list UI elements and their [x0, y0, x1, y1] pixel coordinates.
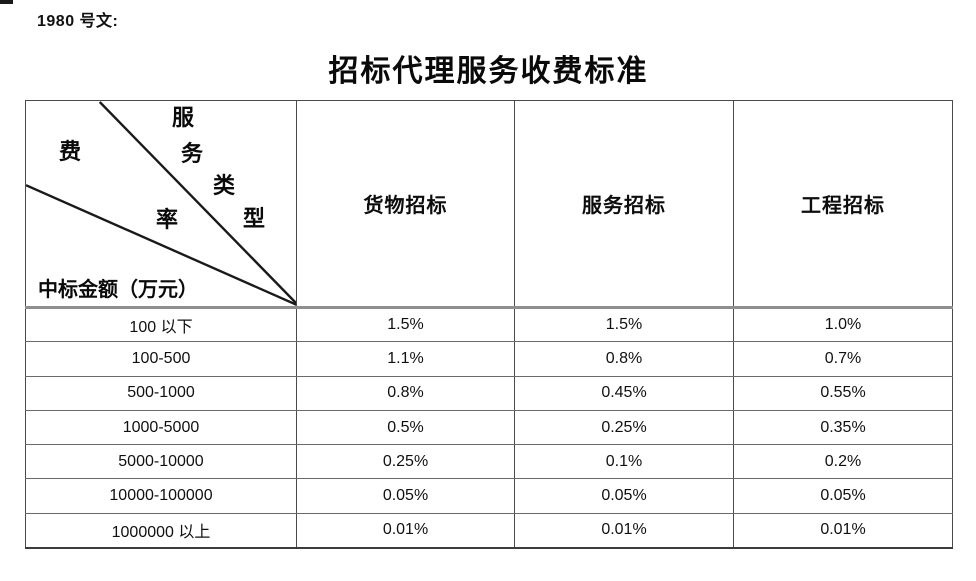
corner-label-bid-amount: 中标金额（万元） [38, 279, 198, 301]
rate-cell: 0.05% [733, 478, 953, 514]
rate-cell: 0.01% [514, 512, 734, 549]
rate-cell: 0.35% [733, 409, 953, 446]
table-header-row: 服 费 务 类 率 型 中标金额（万元） 货物招标 服务招标 工程招标 [25, 100, 953, 309]
rate-cell: 1.5% [514, 306, 734, 343]
rate-cell: 0.01% [296, 512, 515, 549]
rate-cell: 0.7% [733, 341, 953, 377]
corner-label-service-type-char: 类 [213, 173, 236, 198]
column-header-services: 服务招标 [514, 100, 734, 309]
table-row: 1000000 以上 0.01% 0.01% 0.01% [25, 512, 953, 549]
rate-cell: 1.5% [296, 306, 515, 343]
diagonal-corner-cell: 服 费 务 类 率 型 中标金额（万元） [25, 100, 297, 309]
table-row: 5000-10000 0.25% 0.1% 0.2% [25, 444, 953, 480]
rate-cell: 0.8% [514, 341, 734, 377]
rate-cell: 0.2% [733, 444, 953, 480]
rate-cell: 0.55% [733, 375, 953, 411]
column-header-engineering: 工程招标 [733, 100, 953, 309]
amount-range-cell: 100-500 [25, 341, 297, 377]
table-row: 100-500 1.1% 0.8% 0.7% [25, 341, 953, 377]
amount-range-cell: 500-1000 [25, 375, 297, 411]
rate-cell: 0.25% [514, 409, 734, 446]
corner-label-service-type-char: 服 [172, 105, 195, 130]
table-row: 1000-5000 0.5% 0.25% 0.35% [25, 409, 953, 446]
rate-cell: 1.0% [733, 306, 953, 343]
document-reference-number: 1980 号文: [37, 13, 119, 30]
rate-cell: 1.1% [296, 341, 515, 377]
corner-label-service-type-char: 型 [243, 206, 266, 231]
table-row: 10000-100000 0.05% 0.05% 0.05% [25, 478, 953, 514]
amount-range-cell: 5000-10000 [25, 444, 297, 480]
rate-cell: 0.05% [514, 478, 734, 514]
corner-label-fee-rate-char: 率 [156, 207, 179, 232]
amount-range-cell: 100 以下 [25, 306, 297, 343]
column-header-goods: 货物招标 [296, 100, 515, 309]
diagonal-divider-lines [26, 101, 296, 306]
rate-cell: 0.8% [296, 375, 515, 411]
corner-label-fee-rate-char: 费 [59, 139, 82, 164]
rate-cell: 0.45% [514, 375, 734, 411]
page-title: 招标代理服务收费标准 [328, 55, 649, 88]
amount-range-cell: 10000-100000 [25, 478, 297, 514]
rate-cell: 0.01% [733, 512, 953, 549]
fee-standard-table: 服 费 务 类 率 型 中标金额（万元） 货物招标 服务招标 工程招标 100 … [25, 100, 953, 549]
rate-cell: 0.5% [296, 409, 515, 446]
corner-label-service-type-char: 务 [181, 141, 204, 166]
rate-cell: 0.1% [514, 444, 734, 480]
table-row: 500-1000 0.8% 0.45% 0.55% [25, 375, 953, 411]
table-row: 100 以下 1.5% 1.5% 1.0% [25, 306, 953, 343]
scan-artifact-mark [0, 0, 13, 4]
amount-range-cell: 1000000 以上 [25, 512, 297, 549]
rate-cell: 0.25% [296, 444, 515, 480]
rate-cell: 0.05% [296, 478, 515, 514]
amount-range-cell: 1000-5000 [25, 409, 297, 446]
